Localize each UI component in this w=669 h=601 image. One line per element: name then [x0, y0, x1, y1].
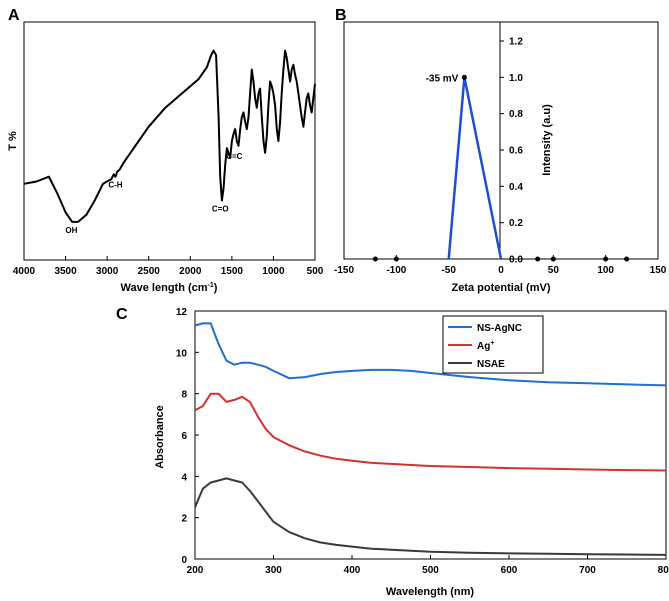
y-tick-label: 0.8 — [509, 109, 523, 120]
data-point — [372, 256, 378, 262]
y-axis-label: Absorbance — [154, 405, 166, 469]
panel-c-uvvis-chart: C 200 300 400 500 600 700 800 0 2 4 6 8 10 12 NS-AgNC… — [116, 306, 669, 598]
panel-b-zeta-chart: B -150 -100 -50 0 50 100 150 0.0 0.2 0.4 0.6 0.8 1.0… — [334, 7, 667, 294]
panel-letter: B — [335, 7, 347, 24]
y-tick-label: 0.2 — [509, 218, 523, 229]
data-point — [550, 256, 556, 262]
legend-entry: NS-AgNC — [477, 323, 522, 334]
x-tick-label: 3500 — [54, 266, 77, 277]
x-tick-label: 1500 — [221, 266, 244, 277]
x-tick-label: 100 — [597, 265, 614, 276]
peak-annotation: -35 mV — [426, 73, 459, 84]
x-tick-label: 200 — [187, 565, 204, 576]
y-tick-label: 4 — [181, 472, 187, 483]
data-point — [603, 256, 609, 262]
plot-frame — [343, 21, 659, 260]
x-tick-label: 500 — [422, 565, 439, 576]
x-axis-label: Zeta potential (mV) — [451, 282, 550, 294]
y-axis-label: T % — [7, 131, 19, 151]
x-tick-label: 400 — [344, 565, 361, 576]
legend-entry: Ag+ — [477, 340, 494, 352]
y-tick-label: 8 — [181, 390, 187, 401]
y-tick-label: 1.0 — [509, 73, 523, 84]
panel-letter: A — [8, 7, 20, 24]
y-tick-label: 12 — [176, 307, 188, 318]
y-tick-label: 0 — [181, 555, 187, 566]
x-tick-label: 300 — [265, 565, 282, 576]
plot-frame — [23, 21, 316, 261]
panel-a-ftir-chart: A T % Wave length (cm-1) 4000 3500 3000 250… — [7, 7, 324, 294]
y-tick-label: 0.4 — [509, 182, 523, 193]
x-tick-label: 3000 — [96, 266, 119, 277]
x-tick-label: 500 — [307, 266, 324, 277]
peak-annotation: C=C — [226, 152, 242, 161]
series-line — [194, 322, 667, 387]
y-tick-label: 2 — [181, 514, 187, 525]
peak-annotation: C=O — [212, 205, 229, 214]
peak-annotation: OH — [65, 226, 77, 235]
x-axis-label: Wave length (cm-1) — [121, 282, 218, 294]
x-tick-label: 50 — [548, 265, 560, 276]
x-tick-label: 2000 — [179, 266, 202, 277]
y-tick-label: 0.6 — [509, 146, 523, 157]
x-tick-label: 2500 — [138, 266, 161, 277]
x-tick-label: 700 — [579, 565, 596, 576]
series-line — [194, 392, 667, 472]
series-line — [194, 477, 667, 556]
x-tick-label: 600 — [501, 565, 518, 576]
legend-entry: NSAE — [477, 359, 505, 370]
data-point — [535, 256, 541, 262]
zeta-peak-line — [447, 76, 503, 260]
peak-annotation: C-H — [108, 181, 122, 190]
y-tick-label: 6 — [181, 431, 187, 442]
x-tick-label: 150 — [650, 265, 667, 276]
ftir-spectrum-line — [23, 49, 316, 223]
x-tick-label: 1000 — [262, 266, 285, 277]
x-tick-label: -50 — [441, 265, 456, 276]
x-tick-label: 0 — [498, 265, 504, 276]
x-tick-label: -100 — [386, 265, 406, 276]
x-tick-label: 4000 — [13, 266, 36, 277]
y-tick-label: 1.2 — [509, 37, 523, 48]
legend: NS-AgNC Ag+ NSAE — [442, 315, 544, 374]
y-axis-label: Intensity (a.u) — [541, 104, 553, 176]
x-tick-label: -150 — [334, 265, 354, 276]
y-tick-label: 10 — [176, 348, 188, 359]
plot-frame — [194, 310, 667, 560]
data-point — [393, 256, 399, 262]
y-tick-label: 0.0 — [509, 255, 523, 266]
panel-letter: C — [116, 306, 128, 323]
data-point — [624, 256, 630, 262]
x-tick-label: 800 — [658, 565, 669, 576]
x-axis-label: Wavelength (nm) — [386, 586, 475, 598]
data-point — [461, 74, 467, 80]
